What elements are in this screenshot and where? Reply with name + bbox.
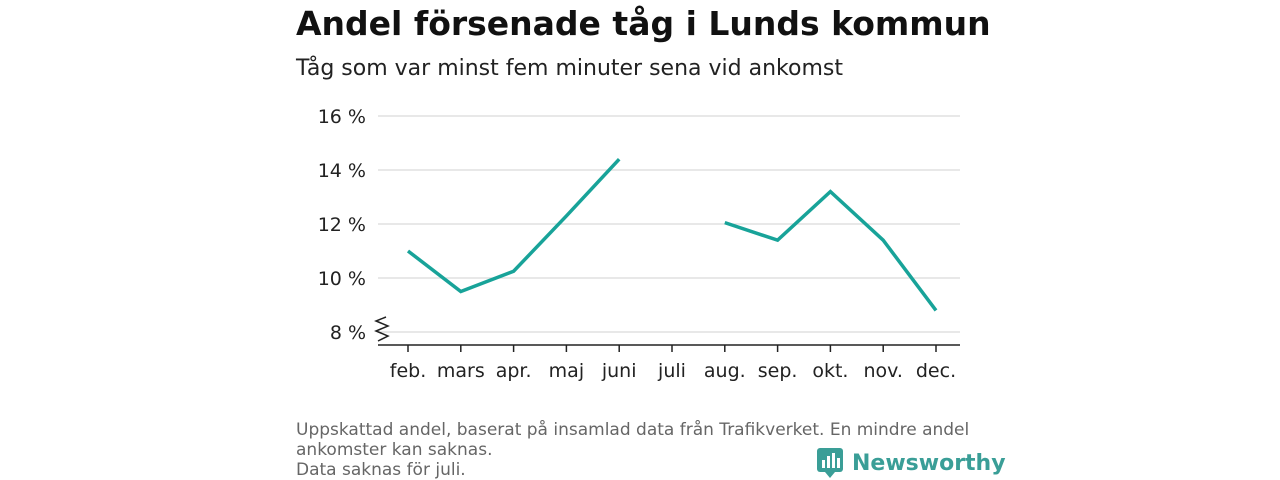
brand-name: Newsworthy xyxy=(852,450,1006,476)
x-axis-ticks: feb. mars apr. maj juni juli aug. sep. okt. nov. d… xyxy=(390,345,956,382)
gridlines xyxy=(378,115,960,333)
y-tick-label: 10 % xyxy=(318,268,366,290)
x-tick-label: okt. xyxy=(812,360,848,382)
footnote: Uppskattad andel, baserat på insamlad da… xyxy=(296,420,996,480)
series-lines xyxy=(406,158,938,312)
y-tick-label: 14 % xyxy=(318,160,366,182)
x-tick-label: apr. xyxy=(496,360,532,382)
footnote-missing-data: Data saknas för juli. xyxy=(296,460,466,480)
footnote-source: Uppskattad andel, baserat på insamlad da… xyxy=(296,420,970,460)
y-tick-label: 16 % xyxy=(318,106,366,128)
y-axis-break-icon xyxy=(374,316,390,342)
x-tick-label: juli xyxy=(657,360,686,382)
x-tick-label: mars xyxy=(437,360,485,382)
series-line-segment xyxy=(724,189,938,312)
chart-title: Andel försenade tåg i Lunds kommun xyxy=(296,4,991,43)
x-tick-label: maj xyxy=(549,360,584,382)
chart-subtitle: Tåg som var minst fem minuter sena vid a… xyxy=(296,56,843,81)
x-tick-label: feb. xyxy=(390,360,426,382)
x-tick-label: aug. xyxy=(704,360,746,382)
y-axis-tick-labels: 8 % 10 % 12 % 14 % 16 % xyxy=(318,106,366,344)
y-tick-label: 12 % xyxy=(318,214,366,236)
x-axis xyxy=(374,316,960,346)
x-tick-label: dec. xyxy=(916,360,956,382)
x-tick-label: nov. xyxy=(863,360,902,382)
y-tick-label: 8 % xyxy=(330,322,366,344)
series-line-segment xyxy=(406,158,621,294)
x-tick-label: juni xyxy=(601,360,637,382)
x-tick-label: sep. xyxy=(758,360,798,382)
brand-logo[interactable]: Newsworthy xyxy=(816,446,1006,480)
newsworthy-logo-icon xyxy=(817,448,843,478)
